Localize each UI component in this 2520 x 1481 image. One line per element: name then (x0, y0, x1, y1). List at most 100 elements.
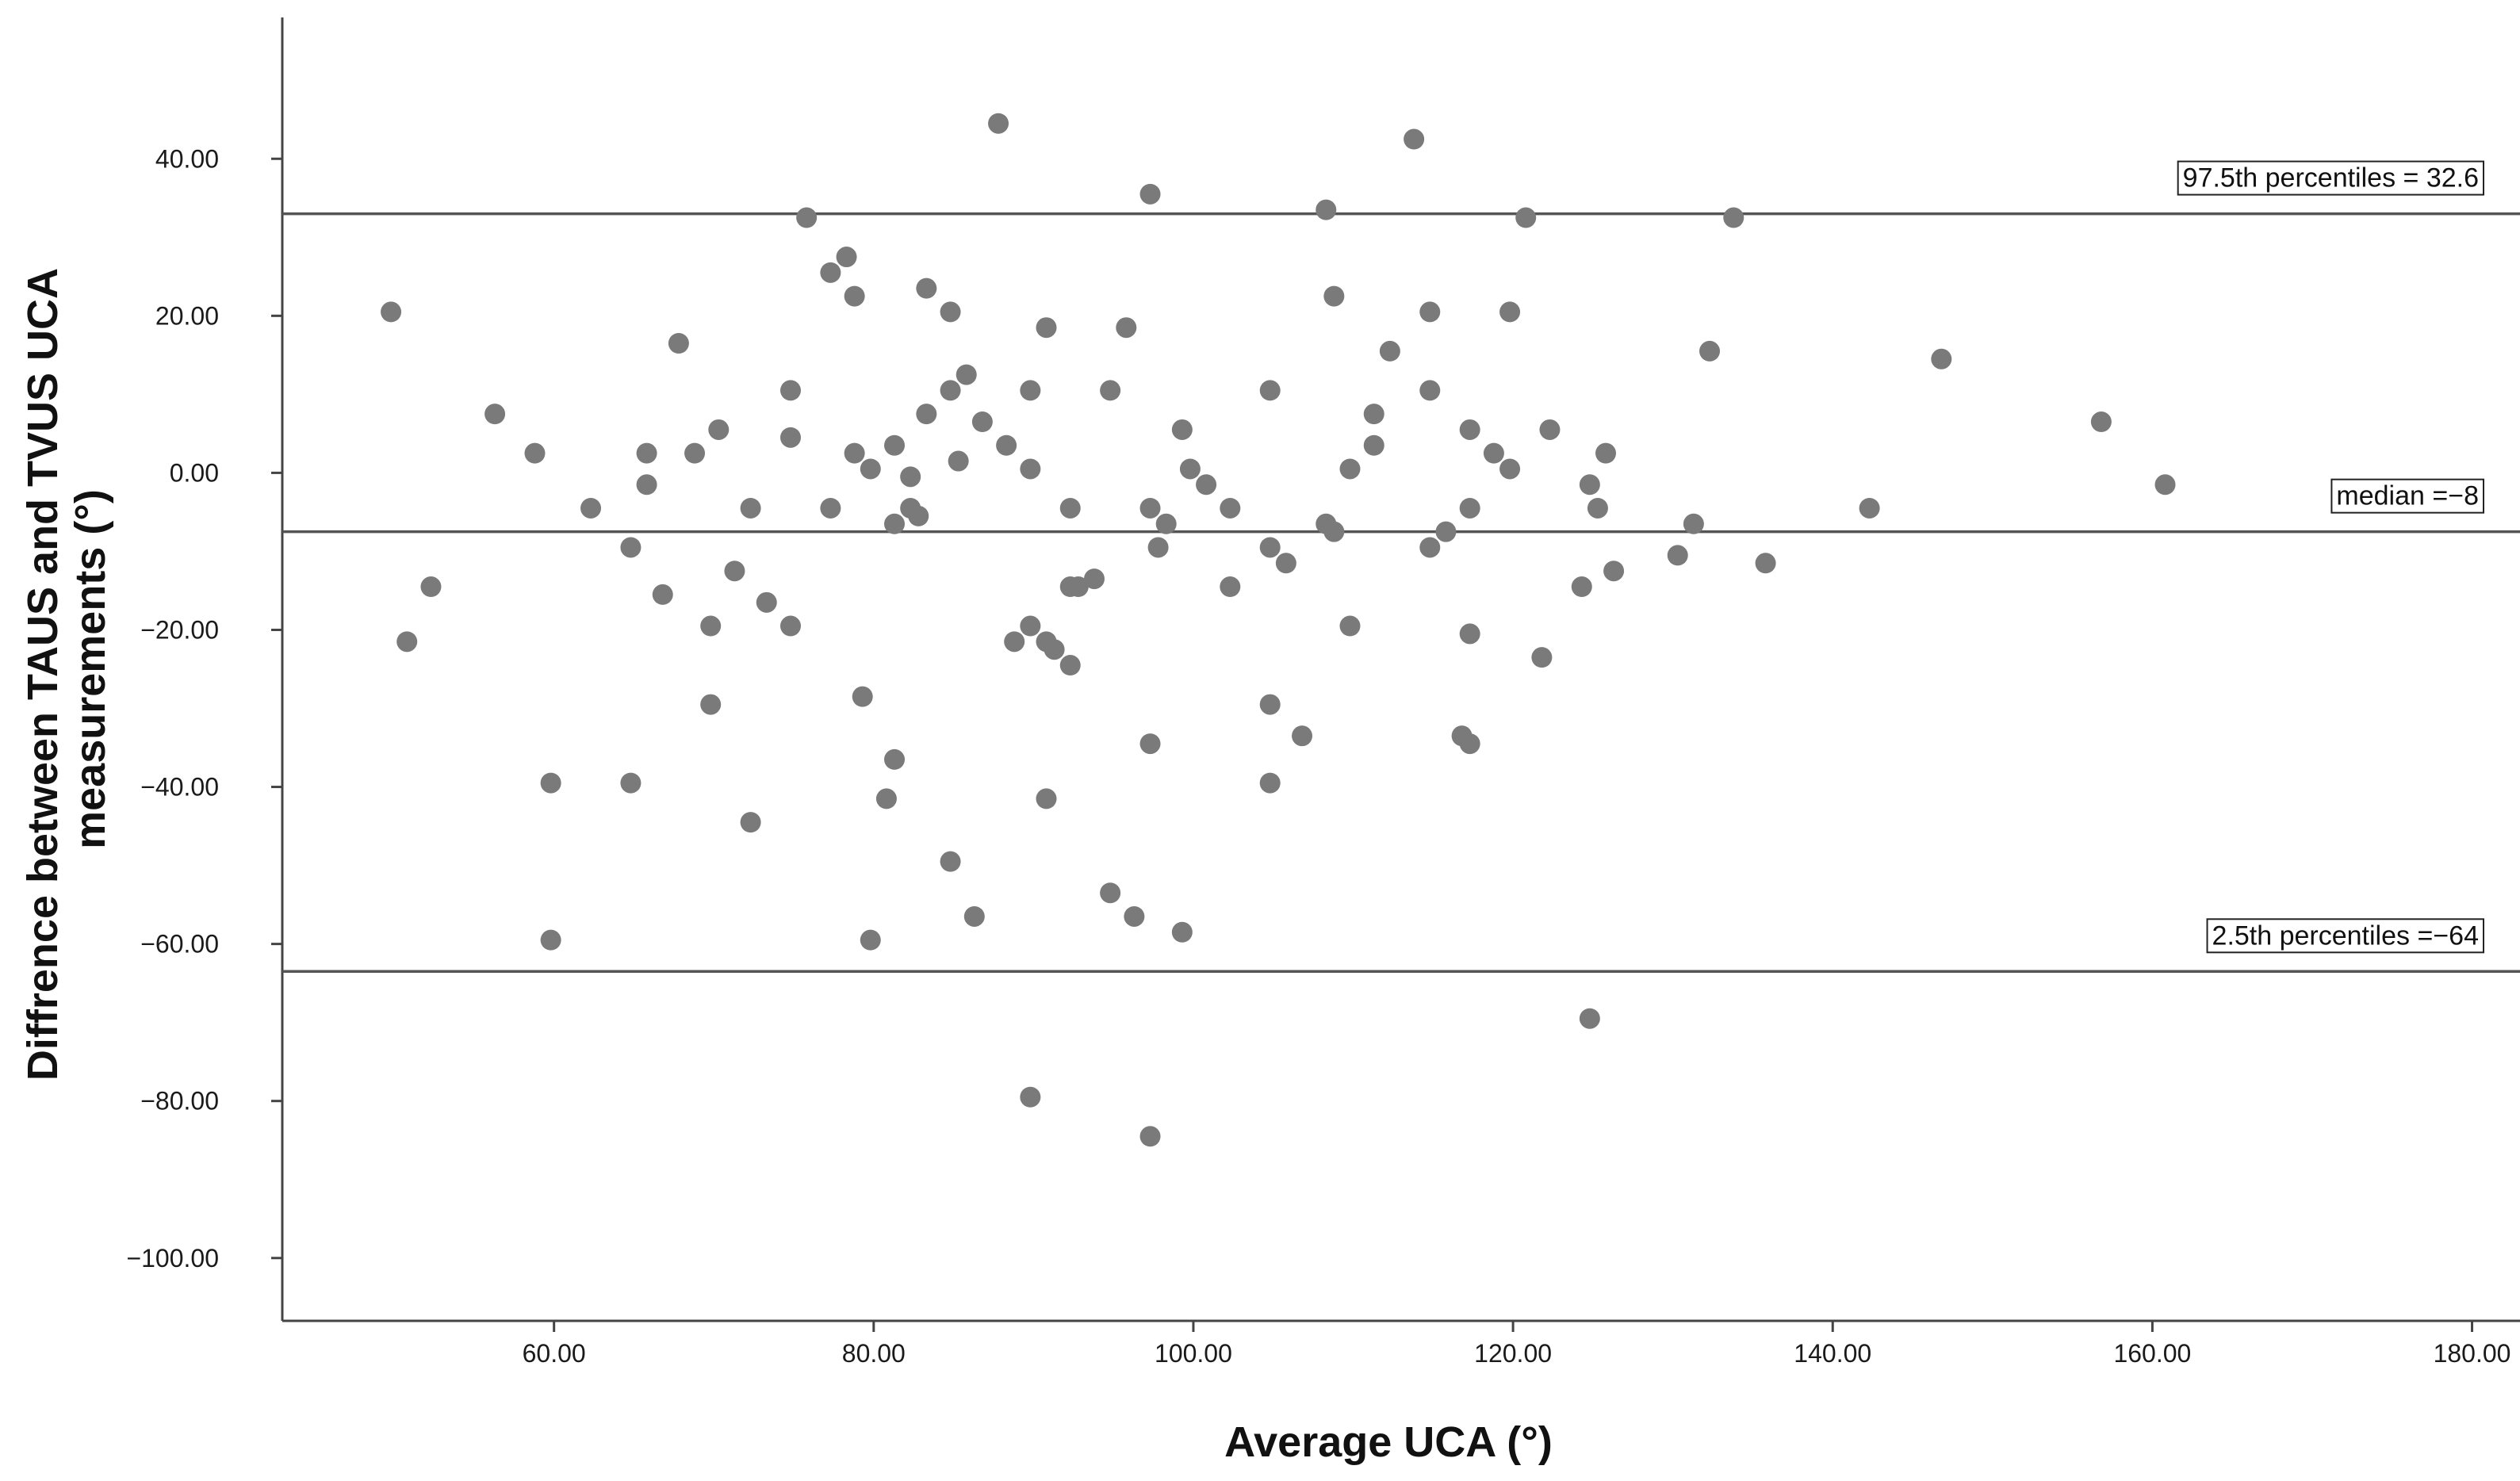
data-point (1067, 576, 1089, 598)
data-point (1139, 733, 1161, 755)
data-point (963, 905, 985, 927)
data-point (1859, 497, 1880, 519)
data-point (1171, 921, 1193, 943)
data-point (1083, 568, 1105, 590)
x-tick-label: 60.00 (523, 1339, 586, 1368)
data-point (708, 419, 730, 440)
data-point (820, 497, 841, 519)
data-point (779, 380, 801, 401)
data-point (908, 505, 929, 526)
data-point (1579, 474, 1600, 496)
data-point (1292, 725, 1313, 747)
data-point (1155, 513, 1177, 534)
data-point (620, 537, 641, 558)
data-point (860, 458, 881, 480)
data-point (1419, 537, 1441, 558)
data-point (1100, 380, 1121, 401)
data-point (1059, 497, 1081, 519)
data-point (1139, 497, 1161, 519)
data-point (1196, 474, 1217, 496)
data-point (1339, 458, 1361, 480)
data-point (420, 576, 442, 598)
data-point (540, 929, 561, 951)
data-point (756, 591, 777, 613)
y-tick-label: 20.00 (155, 301, 219, 330)
data-point (396, 631, 418, 652)
data-point (1100, 882, 1121, 904)
data-point (724, 561, 745, 582)
data-point (700, 615, 722, 637)
y-tick-label: −80.00 (140, 1087, 219, 1116)
data-point (1059, 655, 1081, 676)
data-point (940, 301, 961, 323)
data-point (948, 450, 969, 472)
y-axis-title-line-1: Diffrence between TAUS and TVUS UCA (19, 269, 67, 1081)
data-point (1531, 647, 1553, 668)
median-label-box (2330, 478, 2484, 514)
data-point (940, 380, 961, 401)
data-point (1036, 788, 1057, 809)
data-point (740, 497, 761, 519)
upper-label-text: 97.5th percentiles = 32.6 (2183, 163, 2479, 193)
data-point (971, 411, 993, 433)
data-point (1259, 772, 1281, 794)
data-point (900, 466, 921, 488)
data-point (1435, 521, 1457, 542)
data-point (1459, 419, 1480, 440)
data-point (1147, 537, 1169, 558)
y-tick-label: −60.00 (140, 930, 219, 959)
y-tick-label: −40.00 (140, 773, 219, 802)
data-point (1139, 1126, 1161, 1147)
data-point (1339, 615, 1361, 637)
data-point (484, 404, 506, 425)
data-point (1587, 497, 1608, 519)
data-point (1323, 285, 1345, 307)
data-point (1323, 521, 1345, 542)
data-point (940, 851, 961, 872)
data-point (796, 207, 818, 228)
x-tick-label: 180.00 (2434, 1339, 2511, 1368)
data-point (1020, 1086, 1041, 1108)
data-point (1723, 207, 1744, 228)
lower-label-text: 2.5th percentiles =−64 (2212, 920, 2479, 951)
data-point (1363, 404, 1384, 425)
data-point (779, 427, 801, 448)
data-point (652, 584, 673, 605)
y-tick-label: −20.00 (140, 615, 219, 644)
data-point (1259, 694, 1281, 715)
y-tick-label: −100.00 (126, 1244, 219, 1272)
data-point (620, 772, 641, 794)
data-point (1683, 513, 1704, 534)
data-point (916, 277, 937, 299)
data-point (1020, 380, 1041, 401)
data-point (844, 285, 865, 307)
data-point (1419, 380, 1441, 401)
x-tick-label: 160.00 (2113, 1339, 2191, 1368)
data-point (916, 404, 937, 425)
data-point (1004, 631, 1025, 652)
data-point (875, 788, 897, 809)
data-point (1044, 639, 1065, 660)
lower-reference-label: 2.5th percentiles =−64 (2206, 918, 2484, 954)
data-point (852, 686, 873, 707)
data-point (1020, 458, 1041, 480)
data-point (540, 772, 561, 794)
data-point (700, 694, 722, 715)
data-point (884, 748, 906, 770)
x-tick-label: 120.00 (1474, 1339, 1552, 1368)
data-point (2154, 474, 2176, 496)
data-point (988, 113, 1009, 134)
data-point (1259, 380, 1281, 401)
data-point (580, 497, 602, 519)
data-point (956, 364, 977, 385)
data-point (779, 615, 801, 637)
y-axis-title-line-2: measurements (°) (67, 489, 114, 849)
data-point (1667, 545, 1688, 566)
data-point (636, 474, 657, 496)
data-point (1124, 905, 1145, 927)
data-point (381, 301, 402, 323)
data-point (1275, 553, 1296, 574)
y-axis-title: Diffrence between TAUS and TVUS UCA meas… (19, 258, 114, 1081)
